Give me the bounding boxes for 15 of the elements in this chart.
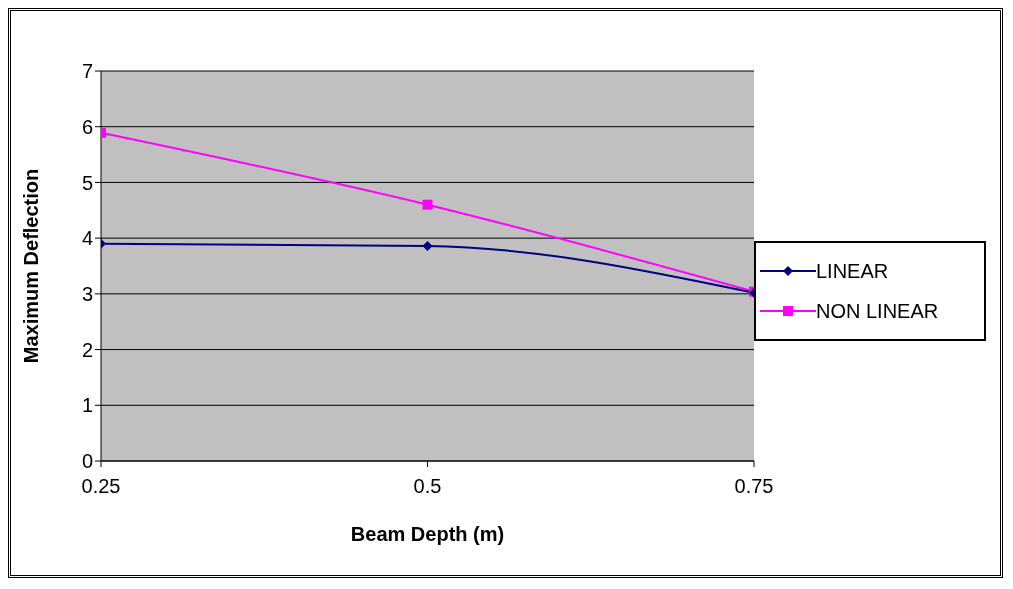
y-axis-title: Maximum Deflection <box>20 168 43 364</box>
y-tick-label: 2 <box>81 338 93 361</box>
y-tick-label: 5 <box>81 171 93 194</box>
x-tick-label: 0.5 <box>413 475 442 498</box>
y-tick-label: 3 <box>81 282 93 305</box>
x-axis-title: Beam Depth (m) <box>350 523 505 545</box>
legend-label: LINEAR <box>816 259 889 284</box>
y-tick-label: 1 <box>81 394 93 417</box>
y-tick-label: 0 <box>81 450 93 473</box>
y-tick-label: 4 <box>81 227 93 250</box>
y-tick-label: 7 <box>81 60 93 83</box>
legend-label: NON LINEAR <box>816 299 939 324</box>
y-tick-label: 6 <box>81 115 93 138</box>
x-tick-label: 0.25 <box>81 475 121 498</box>
x-tick-label: 0.75 <box>734 475 774 498</box>
